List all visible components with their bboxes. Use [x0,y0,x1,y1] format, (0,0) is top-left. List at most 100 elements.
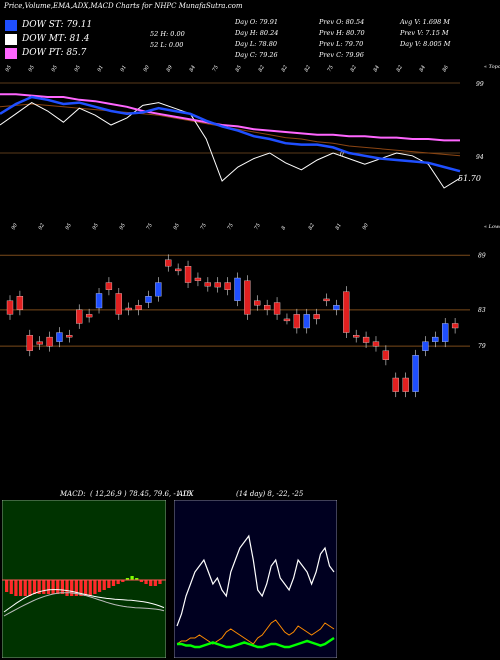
macd-histogram-bar [46,580,51,594]
macd-histogram-bar [125,578,130,580]
ema-top-label: 95 [28,64,36,73]
ema-right-tag: « Topo [484,64,500,70]
candle-body [382,350,390,360]
candle-body [214,282,221,288]
candle-top-label: 95 [119,222,127,231]
ema-top-label: 75 [327,64,335,73]
ema-top-label: 82 [304,64,312,73]
candle-body [6,300,14,315]
macd-histogram-bar [93,580,97,594]
candle-body [194,277,202,281]
macd-histogram-bar [9,580,13,594]
candle-body [145,296,152,303]
stat-prev-high: Prev H: 80.70 [319,29,365,37]
macd-histogram-bar [121,580,125,582]
ema-top-label: 91 [120,64,128,73]
candle-body [254,300,261,306]
candle-body [175,268,182,272]
candle-body [66,335,73,338]
ema-top-label: 89 [166,64,175,73]
ema-top-label: 82 [396,64,404,73]
stat-day-open: Day O: 79.91 [235,18,279,26]
candle-top-label: 95 [65,222,73,231]
macd-histogram-bar [144,580,148,584]
price-axis-label: 89 [478,252,486,259]
macd-histogram-bar [135,578,139,580]
stat-day-volume: Day V: 8.005 M [400,40,451,48]
ema-top-label: 90 [143,64,152,73]
legend-swatch [4,18,18,32]
ema-top-label: 75 [212,64,220,73]
ema-series-pink [0,93,460,142]
candle-body [422,341,429,351]
candle-body [105,282,113,290]
candle-body [115,293,122,315]
candle-body [451,323,459,329]
macd-histogram-bar [51,580,55,594]
candle-body [224,282,231,290]
ema-top-label: 82 [281,64,289,73]
candle-top-label: 82 [308,222,316,231]
candle-body [372,341,380,347]
ema-top-label: 95 [5,64,13,73]
macd-histogram-bar [79,580,83,596]
ema-axis-label: 94 [476,154,484,161]
macd-histogram-bar [65,580,69,596]
candle-body [165,259,172,267]
macd-histogram-bar [23,580,27,596]
candle-body [36,341,43,345]
stat-52h: 52 H: 0.00 [150,30,185,38]
legend-label: DOW PT: 85.7 [22,48,87,58]
legend-label: DOW ST: 79.11 [22,20,93,30]
candle-body [155,282,162,297]
stat-day-high: Day H: 80.24 [235,29,279,37]
candle-body [392,377,399,392]
ema-top-label: 82 [258,64,266,73]
stat-52l: 52 L: 0.00 [150,41,184,49]
candle-top-label: 75 [227,222,235,231]
stat-day-close: Day C: 79.26 [235,51,278,59]
legend-item-dow-st: DOW ST: 79.11 [4,18,92,32]
macd-histogram-bar [149,580,153,586]
candle-body [293,314,300,329]
candle-top-label: 75 [254,222,262,231]
candle-body [402,377,409,392]
legend-label: DOW MT: 81.4 [22,34,90,44]
legend-item-dow-pt: DOW PT: 85.7 [4,46,86,60]
macd-histogram-bar [111,580,116,586]
macd-line [3,589,165,613]
candle-top-label: 90 [362,222,371,231]
candle-body [432,336,439,342]
candle-body [125,307,132,311]
candle-body [16,296,24,310]
candle-top-label: 75 [200,222,208,231]
candle-body [135,305,142,310]
candle-top-label: 8 [281,225,288,231]
candle-top-label: 81 [335,222,343,231]
legend-swatch [4,32,18,46]
legend-swatch [4,46,18,60]
ema-top-label: 86 [442,64,451,73]
candle-top-label: 90 [11,222,20,231]
candle-body [313,314,320,320]
stat-prev-low: Prev L: 79.70 [319,40,364,48]
macd-histogram-bar [32,580,37,594]
macd-histogram-bar [14,580,18,596]
macd-chart [2,500,166,658]
candle-top-label: 75 [146,222,154,231]
candle-top-label: 92 [38,222,46,231]
candle-body [323,298,330,302]
macd-histogram-bar [97,580,102,592]
macd-params: ( 12,26,9 ) 78.45, 79.6, -1.15 [90,490,192,498]
adx-chart [174,500,337,658]
macd-histogram-bar [56,580,60,594]
macd-histogram-bar [102,580,106,590]
ema-series-white [0,102,461,189]
macd-histogram-bar [84,580,88,596]
candle-body [234,277,241,301]
macd-histogram-bar [18,580,23,596]
ema-series-blue [0,95,461,173]
candle-body [333,305,340,310]
macd-histogram-bar [116,580,120,584]
candle-body [412,355,419,392]
